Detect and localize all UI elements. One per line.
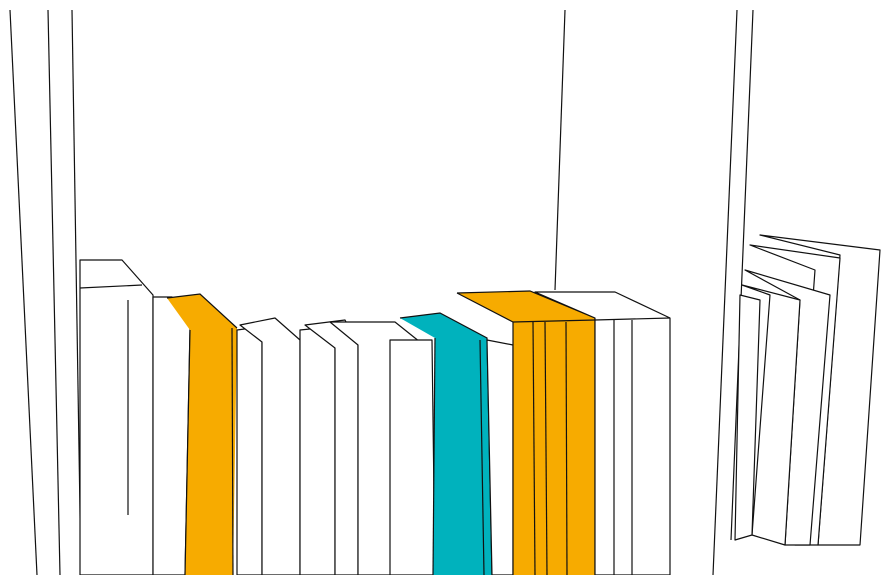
- books-right-of-center: [534, 291, 671, 575]
- book-teal: [399, 312, 514, 575]
- books-left: [79, 259, 436, 575]
- shelf-frame: [9, 9, 754, 575]
- book-orange-large: [456, 290, 596, 575]
- books-far-right: [734, 234, 881, 546]
